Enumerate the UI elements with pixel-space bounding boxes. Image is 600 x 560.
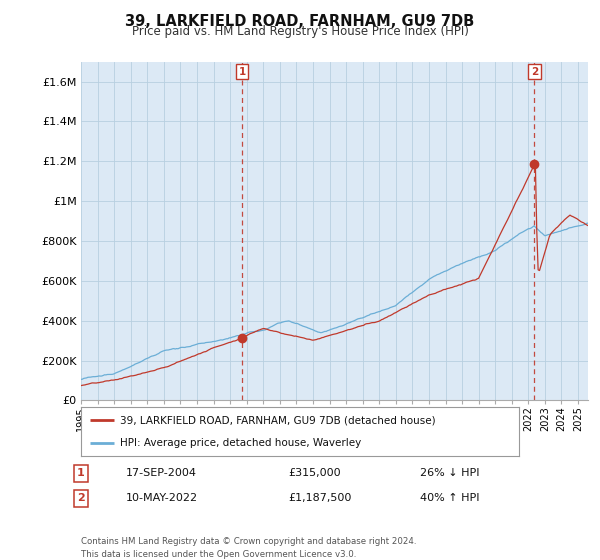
Text: Price paid vs. HM Land Registry's House Price Index (HPI): Price paid vs. HM Land Registry's House … xyxy=(131,25,469,38)
Text: Contains HM Land Registry data © Crown copyright and database right 2024.
This d: Contains HM Land Registry data © Crown c… xyxy=(81,538,416,559)
Text: 39, LARKFIELD ROAD, FARNHAM, GU9 7DB: 39, LARKFIELD ROAD, FARNHAM, GU9 7DB xyxy=(125,14,475,29)
Text: 10-MAY-2022: 10-MAY-2022 xyxy=(126,493,198,503)
Text: 39, LARKFIELD ROAD, FARNHAM, GU9 7DB (detached house): 39, LARKFIELD ROAD, FARNHAM, GU9 7DB (de… xyxy=(121,416,436,426)
Text: 40% ↑ HPI: 40% ↑ HPI xyxy=(420,493,479,503)
Text: £1,187,500: £1,187,500 xyxy=(288,493,352,503)
Text: HPI: Average price, detached house, Waverley: HPI: Average price, detached house, Wave… xyxy=(121,438,362,448)
Text: 26% ↓ HPI: 26% ↓ HPI xyxy=(420,468,479,478)
Text: 1: 1 xyxy=(77,468,85,478)
Text: 17-SEP-2004: 17-SEP-2004 xyxy=(126,468,197,478)
Text: 2: 2 xyxy=(77,493,85,503)
Text: £315,000: £315,000 xyxy=(288,468,341,478)
Text: 1: 1 xyxy=(238,67,245,77)
Text: 2: 2 xyxy=(531,67,538,77)
